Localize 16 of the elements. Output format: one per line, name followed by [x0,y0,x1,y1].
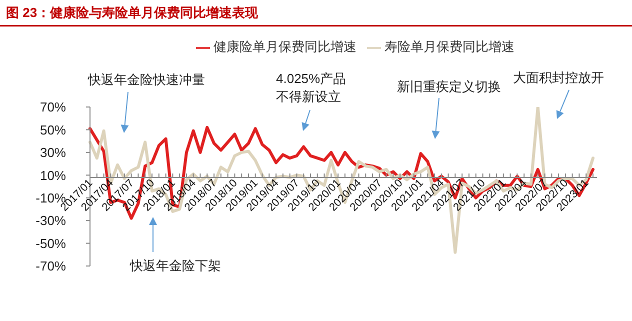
y-tick-label: 50% [40,122,66,138]
text: 大面积封控放开 [513,70,604,85]
y-tick-label: -50% [36,236,66,251]
text: 快返年金险快速冲量 [87,72,205,87]
text: 新旧重疾定义切换 [397,79,501,94]
text: 不得新设立 [276,89,341,104]
legend-label: 健康险单月保费同比增速 [214,39,356,54]
y-tick-label: 30% [40,145,66,160]
chart-title: 图 23：健康险与寿险单月保费同比增速表现 [6,5,260,20]
y-tick-label: -70% [36,258,66,274]
y-tick-label: -30% [36,213,66,228]
text: 4.025%产品 [276,71,346,86]
annotation: 快返年金险下架 [129,258,221,273]
legend-label: 寿险单月保费同比增速 [384,39,514,54]
y-tick-label: 10% [40,168,66,183]
y-tick-label: 70% [40,100,66,115]
